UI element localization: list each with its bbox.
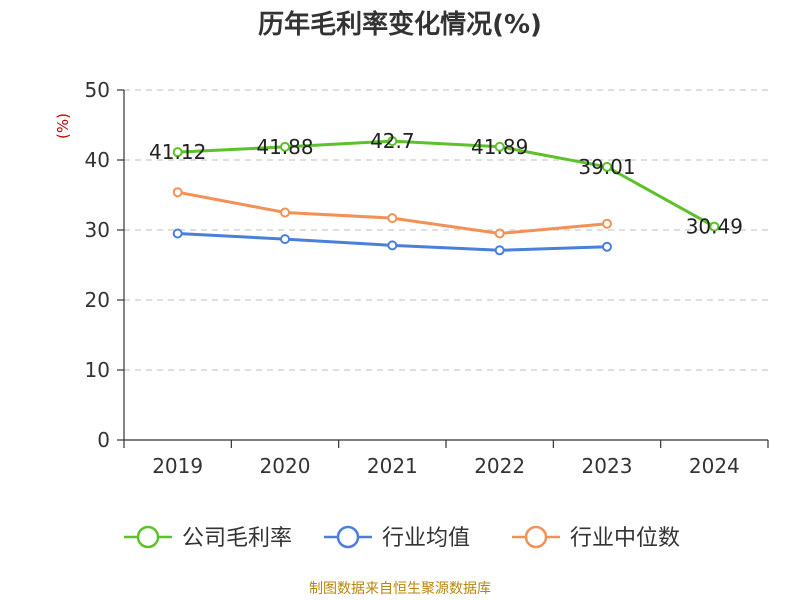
data-point-industry-median[interactable]	[172, 187, 183, 198]
x-tick-label: 2021	[367, 454, 418, 478]
data-label-company: 39.01	[578, 155, 635, 179]
y-tick-label: 20	[85, 288, 110, 312]
legend-marker	[136, 525, 160, 549]
data-point-company[interactable]	[709, 221, 720, 232]
data-point-industry-avg[interactable]	[494, 245, 505, 256]
data-point-company[interactable]	[172, 147, 183, 158]
grid-lines	[124, 89, 768, 371]
y-tick-label: 10	[85, 358, 110, 382]
data-point-industry-avg[interactable]	[602, 241, 612, 252]
data-label-company: 30.49	[686, 215, 743, 239]
y-tick-label: 30	[85, 218, 110, 242]
legend[interactable]: 公司毛利率 行业均值 行业中位数	[124, 525, 680, 551]
axes: 0 10 20 30 40 50 2019 2020 2021 2022 2023 2024	[85, 78, 769, 478]
data-label-company: 41.89	[471, 135, 528, 159]
data-point-industry-avg[interactable]	[172, 228, 183, 239]
data-point-industry-avg[interactable]	[280, 234, 290, 245]
series-line-industry-median	[177, 190, 608, 235]
data-point-industry-median[interactable]	[387, 213, 398, 224]
series-lines	[172, 136, 720, 256]
y-axis-label: (%)	[54, 113, 72, 139]
legend-item-industry-avg[interactable]: 行业均值	[324, 525, 470, 551]
data-source-footer: 制图数据来自恒生聚源数据库	[309, 581, 491, 597]
legend-item-industry-median[interactable]: 行业中位数	[512, 525, 680, 551]
legend-marker	[524, 525, 548, 549]
data-point-industry-avg[interactable]	[387, 240, 398, 251]
legend-label: 行业中位数	[570, 526, 680, 551]
x-tick-label: 2019	[152, 454, 203, 478]
data-point-industry-median[interactable]	[494, 228, 505, 239]
data-point-industry-median[interactable]	[280, 207, 290, 218]
data-label-company: 41.88	[256, 135, 313, 159]
y-tick-label: 40	[85, 148, 110, 172]
x-tick-label: 2024	[689, 454, 740, 478]
series-line-company	[177, 139, 716, 228]
y-tick-label: 0	[97, 428, 110, 452]
data-point-company[interactable]	[280, 141, 290, 152]
data-point-industry-median[interactable]	[602, 218, 612, 229]
legend-item-company[interactable]: 公司毛利率	[124, 525, 292, 551]
data-labels: 41.12 41.88 42.7 41.89 39.01 30.49	[149, 129, 743, 238]
data-point-company[interactable]	[387, 136, 398, 147]
data-label-company: 41.12	[149, 140, 206, 164]
data-label-company: 42.7	[370, 129, 415, 153]
chart-title: 历年毛利率变化情况(%)	[258, 10, 542, 40]
legend-label: 行业均值	[382, 526, 470, 551]
x-tick-label: 2022	[474, 454, 525, 478]
y-tick-label: 50	[85, 78, 110, 102]
legend-marker	[336, 525, 360, 549]
data-point-company[interactable]	[494, 141, 505, 152]
legend-label: 公司毛利率	[182, 526, 292, 551]
x-tick-label: 2020	[260, 454, 311, 478]
x-tick-label: 2023	[582, 454, 633, 478]
data-point-company[interactable]	[602, 161, 612, 172]
